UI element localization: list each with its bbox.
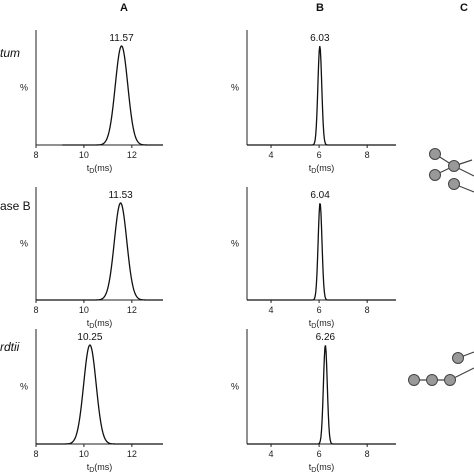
panel-A-row1: 8 10 12% tD(ms) 11.57 [20,30,163,175]
row-label-2: ase B [0,199,31,213]
x-tick-label: 8 [33,305,38,315]
x-axis-label: tD(ms) [309,318,335,330]
x-tick-label: 10 [79,305,89,315]
x-axis-label: tD(ms) [309,462,335,474]
x-tick-label: 8 [365,150,370,160]
x-tick-label: 4 [269,449,274,459]
x-tick-label: 6 [317,150,322,160]
series-line [247,203,396,301]
peak-label: 6.26 [316,332,336,343]
branched-glycan-icon [429,148,474,193]
x-tick-label: 8 [365,449,370,459]
y-axis-label: % [231,382,239,392]
x-tick-label: 8 [33,150,38,160]
x-axis-label: tD(ms) [87,163,113,175]
x-tick-label: 12 [127,150,137,160]
panel-B-row2: 4 6 8% tD(ms) 6.04 [231,187,396,330]
column-header-b: B [316,2,324,14]
x-tick-label: 6 [317,449,322,459]
chart-panels: 8 10 12% tD(ms) 11.57 4 6 8% tD(ms) 6.03 8 10 12% tD(… [20,30,396,474]
x-tick-label: 10 [79,449,89,459]
x-tick-label: 12 [127,305,137,315]
panel-B-row1: 4 6 8% tD(ms) 6.03 [231,30,396,175]
x-axis-label: tD(ms) [87,462,113,474]
panel-B-row3: 4 6 8% tD(ms) 6.26 [231,329,396,474]
x-tick-label: 8 [365,305,370,315]
series-line [62,45,163,146]
column-header-c: C [460,2,468,14]
series-line [36,202,163,301]
y-axis-label: % [231,83,239,93]
y-axis-label: % [231,239,239,249]
x-tick-label: 4 [269,305,274,315]
x-tick-label: 12 [127,449,137,459]
series-line [36,344,163,445]
panel-A-row3: 8 10 12% tD(ms) 10.25 [20,329,163,474]
x-tick-label: 8 [33,449,38,459]
x-tick-label: 4 [269,150,274,160]
peak-label: 6.03 [310,33,330,44]
x-axis-label: tD(ms) [87,318,113,330]
peak-label: 11.53 [108,190,133,201]
linear-glycan-icon [408,351,474,386]
peak-label: 11.57 [109,33,134,44]
x-axis-label: tD(ms) [309,163,335,175]
peak-label: 6.04 [310,190,330,201]
y-axis-label: % [20,239,28,249]
row-label-1: tum [0,46,20,60]
series-line [247,45,396,146]
series-line [247,345,396,445]
panel-A-row2: 8 10 12% tD(ms) 11.53 [20,187,163,330]
column-header-a: A [120,2,128,14]
x-tick-label: 10 [79,150,89,160]
x-tick-label: 6 [317,305,322,315]
y-axis-label: % [20,83,28,93]
peak-label: 10.25 [77,332,102,343]
y-axis-label: % [20,382,28,392]
row-label-3: rdtii [0,340,20,354]
